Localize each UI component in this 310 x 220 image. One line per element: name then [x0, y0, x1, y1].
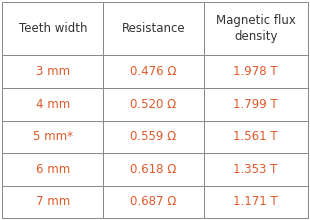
Text: Resistance: Resistance	[122, 22, 185, 35]
Bar	[204, 153, 308, 186]
Text: 0.559 Ω: 0.559 Ω	[130, 130, 177, 143]
Bar	[204, 186, 308, 218]
Text: 7 mm: 7 mm	[36, 195, 70, 209]
Text: 1.353 T: 1.353 T	[233, 163, 278, 176]
Bar	[103, 2, 204, 55]
Bar	[103, 153, 204, 186]
Bar	[103, 186, 204, 218]
Bar	[204, 88, 308, 121]
Text: Teeth width: Teeth width	[19, 22, 87, 35]
Bar	[2, 55, 103, 88]
Bar	[2, 2, 103, 55]
Bar	[204, 55, 308, 88]
Bar	[103, 121, 204, 153]
Text: 3 mm: 3 mm	[36, 65, 70, 78]
Text: 6 mm: 6 mm	[36, 163, 70, 176]
Bar	[204, 121, 308, 153]
Text: 0.618 Ω: 0.618 Ω	[130, 163, 177, 176]
Bar	[204, 2, 308, 55]
Text: Magnetic flux
density: Magnetic flux density	[216, 14, 296, 43]
Text: 5 mm*: 5 mm*	[33, 130, 73, 143]
Text: 0.476 Ω: 0.476 Ω	[130, 65, 177, 78]
Text: 1.978 T: 1.978 T	[233, 65, 278, 78]
Bar	[2, 88, 103, 121]
Bar	[2, 121, 103, 153]
Bar	[2, 186, 103, 218]
Bar	[103, 55, 204, 88]
Bar	[103, 88, 204, 121]
Text: 0.687 Ω: 0.687 Ω	[130, 195, 177, 209]
Text: 1.171 T: 1.171 T	[233, 195, 278, 209]
Text: 1.561 T: 1.561 T	[233, 130, 278, 143]
Text: 0.520 Ω: 0.520 Ω	[130, 98, 177, 111]
Text: 1.799 T: 1.799 T	[233, 98, 278, 111]
Text: 4 mm: 4 mm	[36, 98, 70, 111]
Bar	[2, 153, 103, 186]
